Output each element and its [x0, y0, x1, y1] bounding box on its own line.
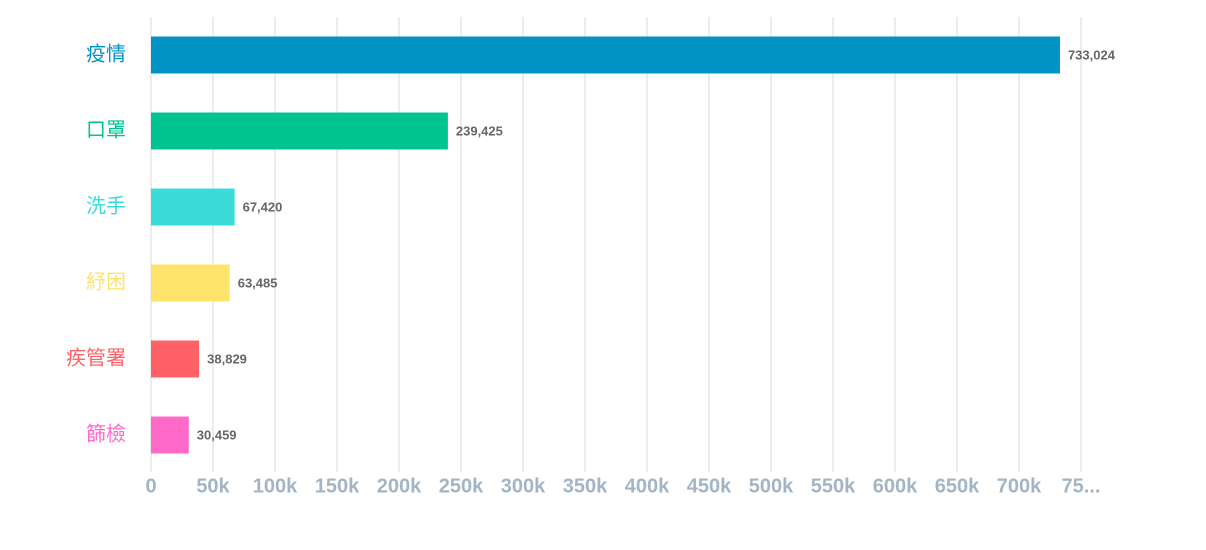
x-tick-label: 50k	[196, 475, 230, 497]
value-label: 30,459	[197, 427, 237, 442]
x-tick-label: 300k	[501, 475, 546, 497]
category-label: 紓困	[86, 270, 126, 294]
x-tick-label: 500k	[749, 475, 794, 497]
x-tick-label: 450k	[687, 475, 732, 497]
bar	[151, 112, 448, 150]
x-tick-label: 700k	[997, 475, 1042, 497]
category-label: 洗手	[86, 194, 126, 218]
bar	[151, 188, 235, 226]
x-tick-label: 0	[145, 475, 156, 497]
bar	[151, 340, 200, 378]
category-label: 疾管署	[66, 346, 126, 370]
bar	[151, 36, 1060, 74]
value-label: 38,829	[207, 351, 247, 366]
x-tick-label: 600k	[873, 475, 918, 497]
x-tick-label: 550k	[811, 475, 856, 497]
x-tick-label: 650k	[935, 475, 980, 497]
x-tick-label: 150k	[315, 475, 360, 497]
value-label: 239,425	[456, 123, 503, 138]
value-label: 733,024	[1068, 47, 1116, 62]
category-label: 篩檢	[86, 422, 126, 446]
value-label: 67,420	[243, 199, 283, 214]
bar	[151, 264, 230, 302]
category-label: 口罩	[86, 118, 126, 142]
x-tick-label: 250k	[439, 475, 484, 497]
x-tick-label: 200k	[377, 475, 422, 497]
category-label: 疫情	[86, 42, 126, 66]
x-tick-label: 400k	[625, 475, 670, 497]
x-tick-label: 75...	[1062, 475, 1101, 497]
x-tick-label: 350k	[563, 475, 608, 497]
x-tick-label: 100k	[253, 475, 298, 497]
bar	[151, 416, 189, 454]
value-label: 63,485	[238, 275, 278, 290]
